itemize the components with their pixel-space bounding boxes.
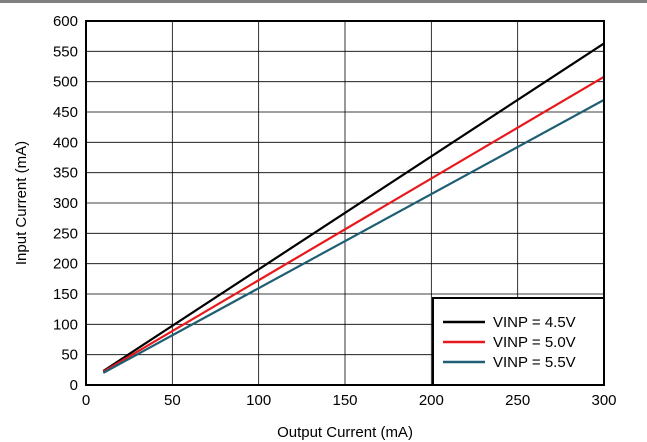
y-tick-label: 100 bbox=[53, 316, 78, 333]
x-axis-label: Output Current (mA) bbox=[277, 424, 413, 441]
series-line-1 bbox=[102, 42, 605, 372]
y-tick-label: 450 bbox=[53, 104, 78, 121]
y-tick-label: 0 bbox=[70, 377, 78, 394]
x-tick-label: 0 bbox=[82, 392, 90, 409]
y-tick-label: 300 bbox=[53, 195, 78, 212]
y-tick-label: 500 bbox=[53, 74, 78, 91]
y-tick-label: 550 bbox=[53, 43, 78, 60]
y-axis-label: Input Current (mA) bbox=[13, 141, 30, 265]
y-tick-label: 350 bbox=[53, 165, 78, 182]
x-tick-label: 150 bbox=[332, 392, 357, 409]
legend-label-2: VINP = 5.0V bbox=[493, 334, 576, 351]
series-line-3 bbox=[102, 98, 605, 374]
y-tick-labels: 0 50 100 150 200 250 300 350 400 450 500 550 600 bbox=[53, 13, 78, 394]
legend: VINP = 4.5V VINP = 5.0V VINP = 5.5V bbox=[432, 297, 605, 386]
y-tick-label: 50 bbox=[61, 347, 78, 364]
legend-label-3: VINP = 5.5V bbox=[493, 354, 576, 371]
y-tick-label: 200 bbox=[53, 256, 78, 273]
x-tick-label: 100 bbox=[246, 392, 271, 409]
y-tick-label: 400 bbox=[53, 134, 78, 151]
series-lines bbox=[102, 42, 605, 374]
plot-frame bbox=[85, 20, 605, 386]
x-tick-label: 250 bbox=[505, 392, 530, 409]
x-tick-label: 50 bbox=[164, 392, 181, 409]
x-tick-label: 300 bbox=[591, 392, 616, 409]
y-tick-label: 250 bbox=[53, 225, 78, 242]
legend-label-1: VINP = 4.5V bbox=[493, 314, 576, 331]
series-line-2 bbox=[102, 75, 605, 373]
y-tick-label: 600 bbox=[53, 13, 78, 30]
x-tick-label: 200 bbox=[419, 392, 444, 409]
top-rule bbox=[0, 0, 647, 3]
x-tick-labels: 0 50 100 150 200 250 300 bbox=[82, 392, 617, 409]
y-tick-label: 150 bbox=[53, 286, 78, 303]
